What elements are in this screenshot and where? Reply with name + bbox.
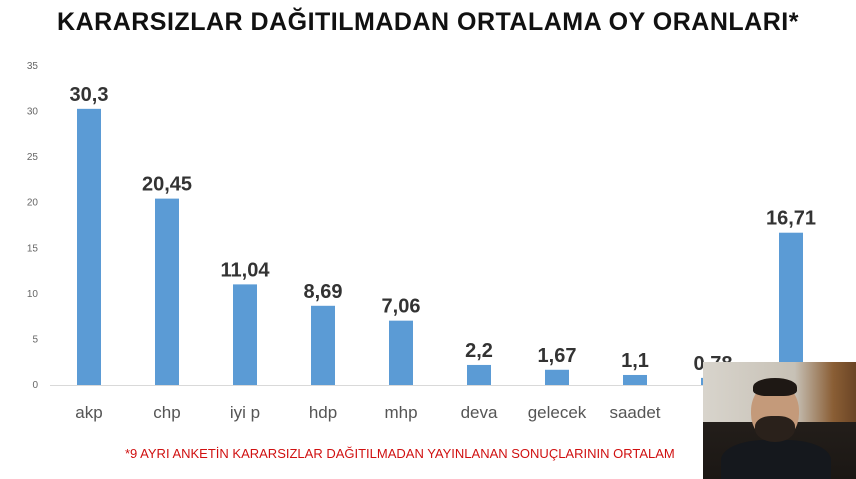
data-label: 1,1 xyxy=(621,350,649,372)
y-tick-label: 30 xyxy=(27,107,39,118)
presenter-body xyxy=(721,440,831,479)
data-label: 1,67 xyxy=(538,345,577,367)
category-label: akp xyxy=(75,403,102,422)
category-label: hdp xyxy=(309,403,337,422)
data-label: 20,45 xyxy=(142,174,192,196)
bar xyxy=(155,198,179,385)
bar xyxy=(623,374,647,385)
category-label: deva xyxy=(461,403,498,422)
data-label: 16,71 xyxy=(766,208,816,230)
y-tick-label: 20 xyxy=(27,198,39,209)
data-label: 11,04 xyxy=(221,259,271,281)
data-label: 30,3 xyxy=(70,84,109,106)
category-label: saadet xyxy=(609,403,660,422)
data-label: 7,06 xyxy=(382,296,421,318)
bar xyxy=(389,320,413,385)
category-label: mhp xyxy=(384,403,417,422)
presenter-hair xyxy=(753,378,797,396)
y-tick-label: 35 xyxy=(27,61,39,72)
bar xyxy=(311,305,335,385)
y-tick-label: 25 xyxy=(27,152,39,163)
category-label: gelecek xyxy=(528,403,587,422)
presenter-beard xyxy=(755,416,795,442)
y-tick-label: 15 xyxy=(27,243,39,254)
bar xyxy=(545,369,569,385)
y-tick-label: 10 xyxy=(27,289,39,300)
data-label: 8,69 xyxy=(304,281,343,303)
y-tick-label: 5 xyxy=(32,334,38,345)
category-label: iyi p xyxy=(230,403,260,422)
data-label: 2,2 xyxy=(465,340,493,362)
bar xyxy=(779,232,803,385)
bar xyxy=(233,284,257,385)
category-label: chp xyxy=(153,403,180,422)
y-tick-label: 0 xyxy=(32,380,38,391)
bar xyxy=(77,108,101,385)
footnote: *9 AYRI ANKETİN KARARSIZLAR DAĞITILMADAN… xyxy=(125,446,675,461)
bar xyxy=(467,364,491,385)
chart-title: KARARSIZLAR DAĞITILMADAN ORTALAMA OY ORA… xyxy=(57,8,799,36)
webcam-overlay xyxy=(703,362,856,479)
